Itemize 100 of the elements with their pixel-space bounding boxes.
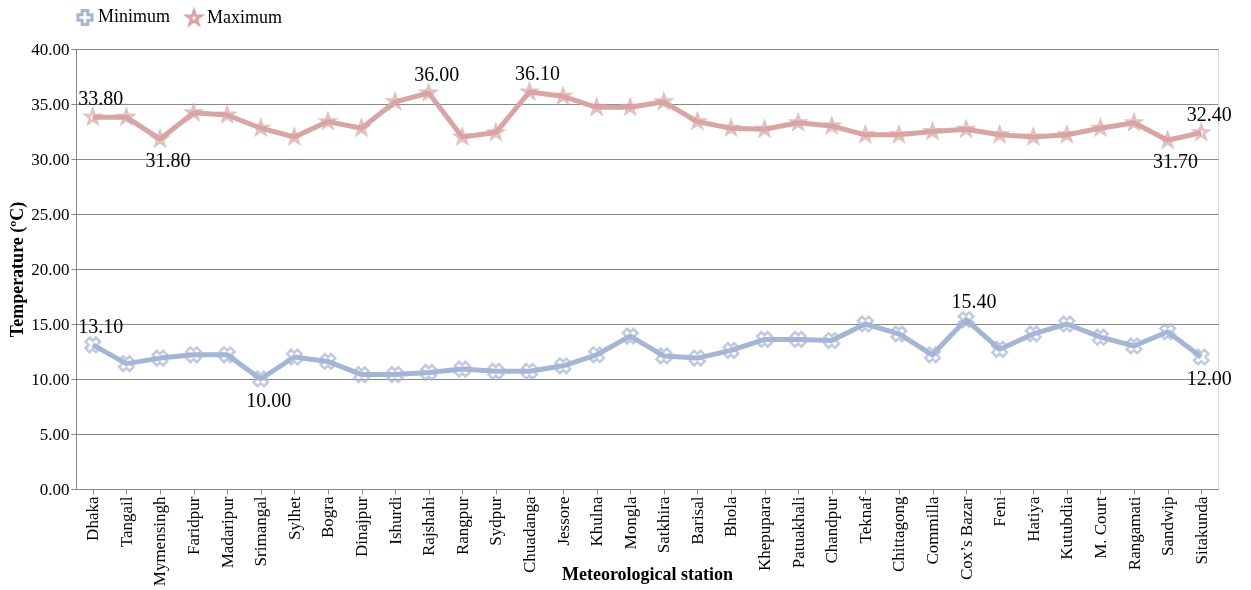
x-tick-label: Mymensingh	[150, 496, 170, 587]
point	[150, 128, 171, 148]
point	[588, 96, 607, 117]
point	[687, 110, 708, 131]
x-tick-label: Madaripur	[217, 496, 237, 569]
point	[184, 346, 203, 364]
point	[151, 349, 169, 367]
point	[620, 96, 639, 117]
point	[588, 346, 606, 364]
x-tick-label: Chittagong	[889, 496, 909, 573]
point	[922, 120, 943, 141]
data-label: 31.70	[1153, 150, 1199, 173]
point	[116, 106, 137, 126]
x-tick-label: Cox’s Bazar	[956, 496, 976, 581]
point	[789, 330, 807, 348]
x-tick-label: Bhola	[721, 496, 741, 538]
point	[554, 357, 572, 375]
x-tick-label: Sydpur	[486, 496, 506, 546]
point	[384, 91, 404, 111]
y-tick-label: 10.00	[31, 369, 70, 389]
x-tick-label: Sitakunda	[1191, 496, 1211, 565]
x-tick-label: Teknaf	[855, 496, 875, 544]
y-tick-label: 20.00	[31, 259, 70, 279]
legend-label: Minimum	[98, 6, 171, 27]
x-tick-label: Bogra	[318, 496, 338, 539]
point	[1191, 121, 1212, 142]
data-label: 33.80	[78, 87, 124, 110]
y-axis-title: Temperature (ºC)	[7, 201, 29, 338]
x-tick-label: Satkhira	[654, 496, 674, 554]
point	[217, 104, 238, 124]
x-tick-label: Kutubdia	[1057, 496, 1077, 560]
x-tick-label: Sylhet	[284, 496, 304, 540]
point	[888, 124, 909, 144]
point	[1024, 128, 1042, 145]
data-label: 13.10	[78, 314, 124, 337]
x-tick-label: Sandwip	[1158, 496, 1178, 556]
point	[1091, 328, 1110, 346]
point	[722, 341, 740, 359]
x-tick-label: Ishurdi	[385, 496, 405, 545]
point	[117, 355, 135, 373]
point	[1058, 315, 1076, 333]
y-tick-label: 5.00	[39, 424, 70, 444]
data-label: 15.40	[951, 289, 997, 312]
point	[621, 327, 639, 345]
y-tick-label: 25.00	[31, 204, 70, 224]
data-label: 12.00	[1186, 367, 1232, 389]
data-label: 36.00	[414, 63, 460, 85]
point	[688, 349, 706, 367]
point	[655, 347, 673, 365]
point	[353, 117, 372, 137]
y-tick-label: 30.00	[31, 149, 70, 169]
x-tick-label: Khulna	[587, 496, 607, 547]
data-label: 31.80	[145, 149, 191, 172]
x-tick-label: Patuakhali	[788, 496, 808, 569]
point	[890, 325, 908, 343]
x-tick-label: Mongla	[620, 496, 640, 550]
x-tick-label: Chuadanga	[519, 496, 539, 573]
data-label: 32.40	[1186, 102, 1232, 125]
x-axis-title: Meteorological station	[561, 564, 734, 585]
point	[553, 85, 574, 106]
point	[218, 346, 236, 364]
point	[520, 362, 539, 380]
point	[755, 330, 774, 348]
point	[84, 336, 102, 354]
point	[1056, 124, 1076, 144]
x-tick-label: Rangpur	[452, 496, 472, 556]
point	[1024, 325, 1042, 343]
point	[1125, 337, 1143, 355]
point	[1192, 348, 1210, 366]
y-tick-label: 35.00	[31, 94, 70, 114]
point	[386, 366, 404, 384]
x-tick-label: Khepupara	[755, 496, 775, 572]
x-tick-label: Dinajpur	[352, 496, 371, 557]
point	[655, 93, 673, 110]
data-label: 36.10	[514, 61, 560, 84]
point	[1159, 323, 1177, 341]
x-tick-label: Dhaka	[83, 496, 103, 541]
point	[420, 363, 438, 381]
x-tick-label: Faridpur	[184, 496, 204, 556]
point	[1090, 117, 1109, 137]
point	[923, 346, 942, 364]
point	[823, 331, 841, 350]
x-tick-label: Hatiya	[1023, 496, 1043, 542]
y-tick-label: 0.00	[39, 479, 70, 499]
x-tick-label: Srimangal	[251, 496, 271, 567]
x-tick-label: Tangail	[116, 496, 136, 548]
point	[252, 370, 270, 388]
point	[754, 118, 773, 139]
data-label: 10.00	[246, 389, 292, 411]
point	[352, 366, 371, 384]
point	[453, 128, 471, 145]
y-tick-label: 15.00	[31, 314, 70, 334]
x-tick-label: Commilla	[923, 496, 942, 565]
x-tick-label: M. Court	[1090, 496, 1110, 559]
x-tick-label: Jessore	[553, 496, 573, 546]
point	[285, 348, 303, 366]
point	[991, 340, 1009, 358]
point	[856, 315, 874, 333]
point	[487, 362, 505, 380]
point	[823, 117, 841, 134]
